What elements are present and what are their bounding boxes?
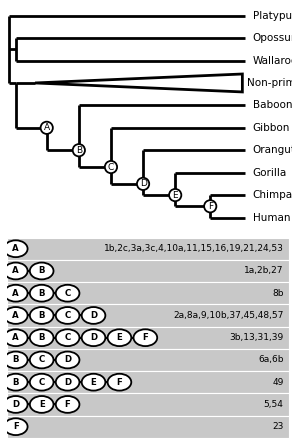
Text: 23: 23 xyxy=(272,422,284,431)
Circle shape xyxy=(4,396,27,413)
Text: F: F xyxy=(117,378,122,387)
Text: 2a,8a,9,10b,37,45,48,57: 2a,8a,9,10b,37,45,48,57 xyxy=(173,311,284,320)
Circle shape xyxy=(82,374,105,391)
Text: E: E xyxy=(117,333,122,342)
Text: Gorilla: Gorilla xyxy=(253,168,287,178)
Circle shape xyxy=(4,285,27,301)
Text: Non-primate placentals: Non-primate placentals xyxy=(247,78,292,88)
Text: Baboon: Baboon xyxy=(253,100,292,110)
Text: E: E xyxy=(39,400,45,409)
Circle shape xyxy=(4,329,27,346)
Circle shape xyxy=(56,329,79,346)
Circle shape xyxy=(4,418,27,435)
Text: A: A xyxy=(13,333,19,342)
Circle shape xyxy=(4,352,27,368)
Text: F: F xyxy=(65,400,70,409)
Circle shape xyxy=(30,263,53,279)
Text: Orangutan: Orangutan xyxy=(253,145,292,155)
Text: F: F xyxy=(13,422,19,431)
Bar xyxy=(7,326,289,349)
Text: B: B xyxy=(76,146,82,155)
Text: B: B xyxy=(39,333,45,342)
Text: B: B xyxy=(39,311,45,320)
Text: C: C xyxy=(39,356,45,364)
Text: 3b,13,31,39: 3b,13,31,39 xyxy=(229,333,284,342)
Circle shape xyxy=(133,329,157,346)
Text: Opossum: Opossum xyxy=(253,33,292,43)
Circle shape xyxy=(30,285,53,301)
Text: A: A xyxy=(44,123,50,132)
Text: 1b,2c,3a,3c,4,10a,11,15,16,19,21,24,53: 1b,2c,3a,3c,4,10a,11,15,16,19,21,24,53 xyxy=(104,244,284,253)
Circle shape xyxy=(30,307,53,324)
Text: C: C xyxy=(65,289,71,298)
Circle shape xyxy=(4,374,27,391)
Circle shape xyxy=(56,352,79,368)
Text: 1a,2b,27: 1a,2b,27 xyxy=(244,267,284,275)
Circle shape xyxy=(56,374,79,391)
Bar xyxy=(7,282,289,304)
Circle shape xyxy=(82,307,105,324)
Text: D: D xyxy=(64,356,71,364)
Circle shape xyxy=(56,396,79,413)
Circle shape xyxy=(4,307,27,324)
Circle shape xyxy=(30,374,53,391)
Text: C: C xyxy=(65,311,71,320)
Circle shape xyxy=(56,307,79,324)
Bar xyxy=(7,260,289,282)
Text: 8b: 8b xyxy=(272,289,284,298)
Bar xyxy=(7,415,289,438)
Circle shape xyxy=(56,285,79,301)
Text: Chimpanzee: Chimpanzee xyxy=(253,190,292,200)
Text: A: A xyxy=(13,267,19,275)
Text: E: E xyxy=(172,191,178,200)
Bar xyxy=(7,304,289,326)
Text: A: A xyxy=(13,289,19,298)
Circle shape xyxy=(4,240,27,257)
Text: Platypus: Platypus xyxy=(253,11,292,21)
Bar xyxy=(7,349,289,371)
Text: 6a,6b: 6a,6b xyxy=(258,356,284,364)
Text: A: A xyxy=(13,311,19,320)
Text: F: F xyxy=(208,202,213,211)
Circle shape xyxy=(108,374,131,391)
Text: C: C xyxy=(65,333,71,342)
Circle shape xyxy=(4,263,27,279)
Text: C: C xyxy=(39,378,45,387)
Text: F: F xyxy=(142,333,148,342)
Bar xyxy=(7,393,289,415)
Text: D: D xyxy=(12,400,19,409)
Text: Gibbon: Gibbon xyxy=(253,123,290,133)
Text: E: E xyxy=(91,378,96,387)
Text: Wallaroo: Wallaroo xyxy=(253,55,292,66)
Bar xyxy=(7,238,289,260)
Text: D: D xyxy=(90,311,97,320)
Circle shape xyxy=(108,329,131,346)
Circle shape xyxy=(30,329,53,346)
Text: A: A xyxy=(13,244,19,253)
Text: 49: 49 xyxy=(272,378,284,387)
Text: Human: Human xyxy=(253,213,290,223)
Text: B: B xyxy=(13,356,19,364)
Text: D: D xyxy=(90,333,97,342)
Bar xyxy=(7,371,289,393)
Text: 5,54: 5,54 xyxy=(264,400,284,409)
Circle shape xyxy=(30,352,53,368)
Text: B: B xyxy=(39,289,45,298)
Text: D: D xyxy=(140,180,147,188)
Circle shape xyxy=(82,329,105,346)
Circle shape xyxy=(30,396,53,413)
Text: B: B xyxy=(13,378,19,387)
Text: D: D xyxy=(64,378,71,387)
Text: C: C xyxy=(108,162,114,172)
Text: B: B xyxy=(39,267,45,275)
